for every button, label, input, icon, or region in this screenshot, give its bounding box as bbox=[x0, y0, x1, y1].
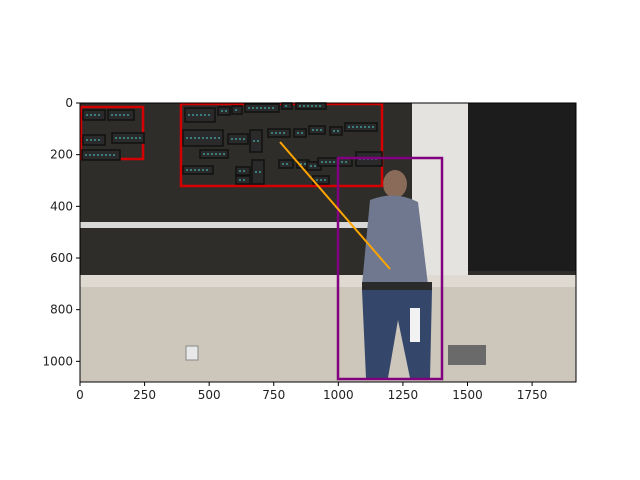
floor-strip bbox=[80, 275, 576, 287]
chalk-tray bbox=[80, 222, 420, 228]
x-tick-label: 500 bbox=[198, 388, 221, 402]
lecture-photo bbox=[80, 103, 576, 382]
lower-wall bbox=[80, 285, 576, 382]
outlet bbox=[185, 345, 199, 361]
x-tick-label: 250 bbox=[133, 388, 156, 402]
person-box bbox=[336, 156, 444, 381]
right-board bbox=[468, 103, 576, 271]
x-tick-label: 1500 bbox=[452, 388, 483, 402]
y-tick-label: 800 bbox=[50, 303, 73, 317]
x-tick-label: 0 bbox=[76, 388, 84, 402]
y-axis: 0 200 400 600 800 1000 bbox=[42, 96, 80, 368]
x-axis: 0 250 500 750 1000 1250 1500 1750 bbox=[76, 382, 547, 402]
pointer-line bbox=[279, 141, 391, 270]
box bbox=[448, 345, 486, 365]
word-box bbox=[217, 106, 231, 116]
word-box bbox=[249, 129, 263, 153]
word-box bbox=[251, 159, 265, 185]
word-box bbox=[199, 149, 229, 159]
y-tick-label: 400 bbox=[50, 199, 73, 213]
image-plot bbox=[79, 102, 577, 383]
y-tick-label: 600 bbox=[50, 251, 73, 265]
y-tick-label: 1000 bbox=[42, 354, 73, 368]
x-tick-label: 1750 bbox=[517, 388, 548, 402]
axes-frame bbox=[79, 102, 577, 383]
y-tick-label: 0 bbox=[65, 96, 73, 110]
y-tick-label: 200 bbox=[50, 148, 73, 162]
x-tick-label: 1250 bbox=[388, 388, 419, 402]
x-tick-label: 750 bbox=[262, 388, 285, 402]
lecturer-figure bbox=[362, 170, 432, 378]
word-box bbox=[329, 126, 343, 136]
word-boxes bbox=[81, 102, 383, 185]
word-box bbox=[227, 133, 249, 145]
x-tick-label: 1000 bbox=[323, 388, 354, 402]
word-box bbox=[293, 128, 307, 138]
